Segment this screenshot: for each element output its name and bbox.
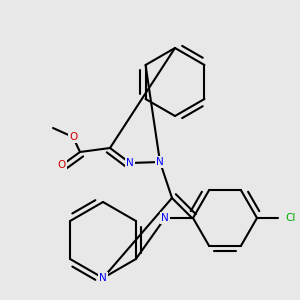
Text: Cl: Cl	[286, 213, 296, 223]
Text: N: N	[161, 213, 169, 223]
Text: N: N	[156, 157, 164, 167]
Text: O: O	[58, 160, 66, 170]
Text: N: N	[126, 158, 134, 168]
Text: N: N	[99, 273, 107, 283]
Text: O: O	[69, 132, 77, 142]
